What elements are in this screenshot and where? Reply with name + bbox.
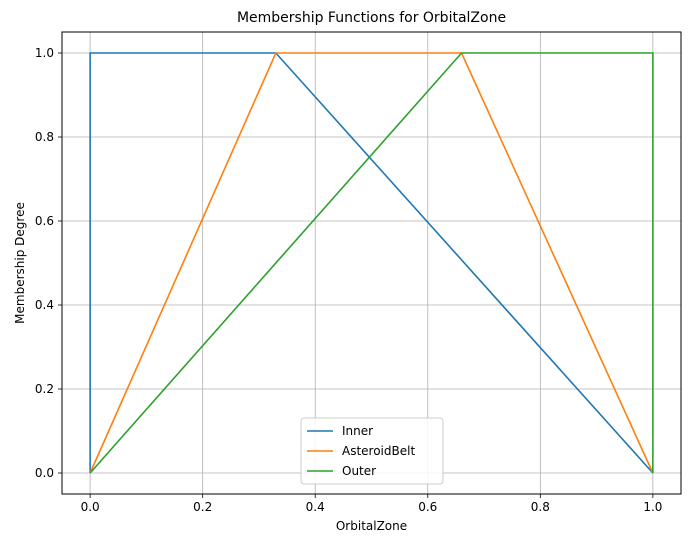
y-axis-label: Membership Degree: [13, 202, 27, 324]
series-layer: [89, 52, 654, 474]
x-tick-label: 0.8: [531, 500, 550, 514]
y-tick-label: 0.0: [35, 466, 54, 480]
x-tick-label: 0.0: [81, 500, 100, 514]
x-axis-label: OrbitalZone: [336, 519, 407, 533]
tick-layer: 0.0 0.2 0.4 0.6 0.8 1.0 0.0 0.2 0.4 0.6 0.8 1.0: [35, 46, 663, 514]
legend-box: [300, 417, 444, 485]
y-tick-label: 0.4: [35, 298, 54, 312]
legend-label-outer: Outer: [342, 464, 376, 478]
series-line-inner: [89, 52, 654, 474]
y-tick-label: 1.0: [35, 46, 54, 60]
chart-title: Membership Functions for OrbitalZone: [237, 10, 506, 26]
x-tick-label: 0.6: [418, 500, 437, 514]
plot-frame: [61, 31, 682, 495]
x-tick-label: 0.4: [306, 500, 325, 514]
y-tick-label: 0.2: [35, 382, 54, 396]
x-tick-label: 0.2: [193, 500, 212, 514]
y-tick-label: 0.6: [35, 214, 54, 228]
series-line-asteroidbelt: [89, 52, 654, 474]
x-tick-label: 1.0: [643, 500, 662, 514]
y-tick-label: 0.8: [35, 130, 54, 144]
legend-label-inner: Inner: [342, 424, 373, 438]
legend: Inner AsteroidBelt Outer: [300, 417, 444, 485]
legend-label-asteroidbelt: AsteroidBelt: [342, 444, 415, 458]
series-line-outer: [89, 52, 654, 474]
